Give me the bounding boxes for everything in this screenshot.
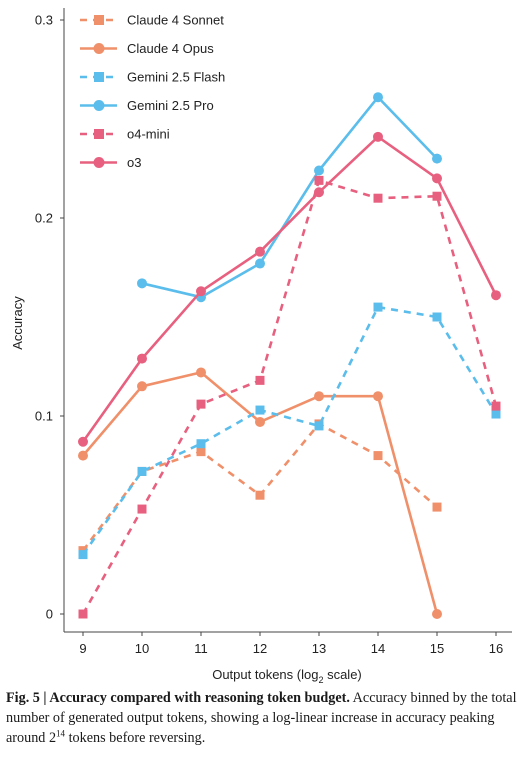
x-tick-label: 14 [371, 641, 385, 656]
x-tick-label: 12 [253, 641, 267, 656]
data-point-circle [137, 278, 147, 289]
legend-label: Gemini 2.5 Flash [127, 70, 225, 85]
data-point-square [137, 466, 147, 476]
data-point-square [78, 609, 88, 619]
legend-item: Gemini 2.5 Pro [80, 98, 214, 113]
data-point-circle [255, 246, 265, 257]
y-axis-ticks: 0 0.1 0.2 0.3 [35, 13, 64, 622]
data-point-square [255, 375, 265, 385]
data-point-circle [196, 286, 206, 297]
series-o3 [78, 131, 501, 447]
caption-label: Fig. 5 | Accuracy compared with reasonin… [6, 690, 350, 706]
series-claude-4-opus [78, 367, 442, 619]
legend-item: o4-mini [80, 127, 170, 142]
legend-label: o3 [127, 155, 141, 170]
data-point-square [196, 447, 206, 457]
x-tick-label: 9 [79, 641, 86, 656]
data-point-square [196, 439, 206, 449]
legend-marker-square [94, 15, 104, 25]
series-line [81, 422, 438, 552]
data-point-circle [373, 391, 383, 402]
data-point-circle [314, 165, 324, 176]
data-point-square [491, 401, 501, 411]
data-point-circle [491, 290, 501, 301]
legend-item: Claude 4 Sonnet [80, 13, 224, 28]
legend-item: Gemini 2.5 Flash [80, 70, 225, 85]
x-tick-label: 10 [135, 641, 149, 656]
x-tick-label: 11 [194, 641, 208, 656]
data-point-square [432, 191, 442, 201]
series-line [81, 135, 498, 443]
caption-superscript: 14 [56, 728, 66, 739]
data-point-circle [432, 173, 442, 184]
data-point-circle [255, 258, 265, 269]
data-point-circle [373, 131, 383, 142]
x-axis-title-main: Output tokens (log [212, 667, 318, 682]
data-point-square [255, 490, 265, 500]
legend-marker-square [94, 72, 104, 82]
series-line [81, 179, 498, 615]
data-point-square [432, 312, 442, 322]
series-o4-mini [78, 175, 501, 619]
data-point-circle [196, 367, 206, 378]
series-gemini-2-5-pro [137, 92, 442, 303]
x-tick-label: 16 [489, 641, 503, 656]
legend-label: Claude 4 Sonnet [127, 13, 224, 28]
x-axis-title-subscript: 2 [318, 675, 323, 685]
y-axis-title: Accuracy [10, 296, 25, 350]
data-point-square [373, 302, 383, 312]
legend-marker-circle [93, 157, 105, 168]
y-tick-label: 0.2 [35, 211, 53, 226]
data-point-square [255, 405, 265, 415]
x-tick-label: 15 [430, 641, 444, 656]
data-point-circle [78, 436, 88, 447]
x-axis-title-suffix: scale) [323, 667, 361, 682]
x-axis-title: Output tokens (log2 scale) [212, 667, 362, 685]
data-point-circle [137, 381, 147, 392]
x-axis-ticks: 9 10 11 12 13 14 15 16 [79, 632, 503, 656]
legend-marker-square [94, 129, 104, 139]
series-claude-4-sonnet [78, 419, 442, 556]
data-point-circle [314, 187, 324, 198]
data-point-circle [373, 92, 383, 103]
data-point-square [314, 175, 324, 185]
legend-label: o4-mini [127, 127, 170, 142]
data-point-circle [255, 416, 265, 427]
legend-marker-circle [93, 100, 105, 111]
legend: Claude 4 Sonnet Claude 4 Opus Gemini 2.5 F… [80, 13, 225, 170]
accuracy-line-chart: 0 0.1 0.2 0.3 9 10 11 12 13 14 15 16 Claude 4 Sonn… [10, 8, 512, 685]
legend-item: o3 [80, 155, 141, 170]
data-point-circle [432, 609, 442, 619]
y-tick-label: 0 [46, 607, 53, 622]
caption-text-1: Accuracy binned by the total number of g… [6, 690, 517, 746]
legend-label: Gemini 2.5 Pro [127, 98, 214, 113]
data-point-square [432, 502, 442, 512]
data-point-square [373, 451, 383, 461]
series-line [141, 95, 438, 299]
data-point-square [137, 504, 147, 514]
data-point-square [196, 399, 206, 409]
x-tick-label: 13 [312, 641, 326, 656]
legend-marker-circle [93, 43, 105, 54]
data-point-square [314, 421, 324, 431]
data-point-square [373, 193, 383, 203]
series-gemini-2-5-flash [78, 302, 501, 560]
series-layer [78, 92, 501, 619]
caption-text-2: tokens before reversing. [65, 730, 206, 746]
data-point-circle [432, 153, 442, 164]
figure-caption: Fig. 5 | Accuracy compared with reasonin… [6, 688, 518, 748]
data-point-square [491, 409, 501, 419]
data-point-circle [314, 391, 324, 402]
y-tick-label: 0.3 [35, 13, 53, 28]
data-point-square [78, 550, 88, 560]
y-tick-label: 0.1 [35, 409, 53, 424]
data-point-circle [78, 450, 88, 461]
data-point-circle [137, 353, 147, 364]
legend-label: Claude 4 Opus [127, 41, 214, 56]
legend-item: Claude 4 Opus [80, 41, 214, 56]
series-line [81, 305, 498, 556]
